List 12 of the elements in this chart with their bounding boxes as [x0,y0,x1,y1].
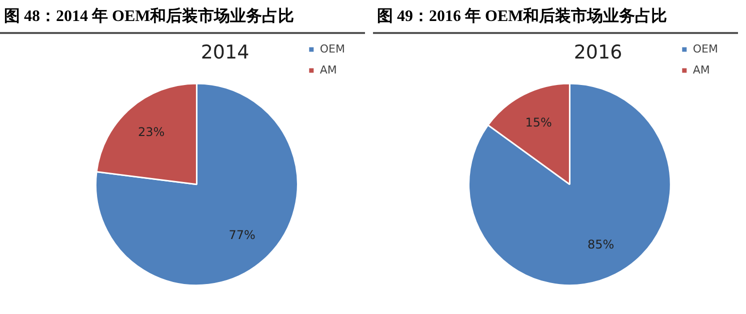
chart-title: 图 48：2014 年 OEM和后装市场业务占比 [0,0,365,34]
legend-label: AM [692,63,710,76]
chart-subtitle: 2016 [574,41,622,64]
legend-label: OEM [692,42,718,56]
legend-label: AM [320,63,337,76]
data-label: 77% [228,228,256,242]
data-label: 23% [138,125,165,140]
chart-subtitle: 2014 [200,41,250,64]
data-label: 85% [588,238,614,252]
legend-label: OEM [320,42,346,56]
data-label: 15% [525,115,552,130]
chart-title: 图 49：2016 年 OEM和后装市场业务占比 [373,0,738,34]
